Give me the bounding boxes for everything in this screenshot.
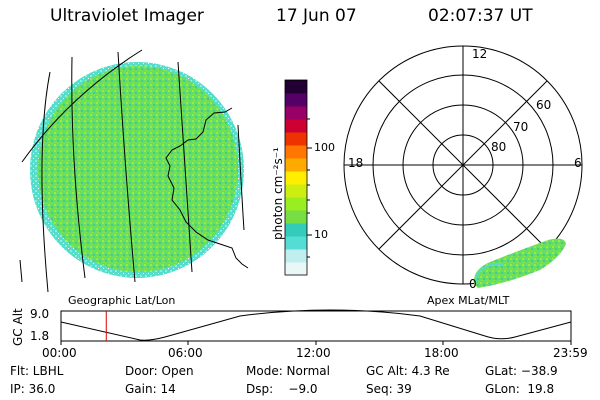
status-filter: Flt: LBHL — [10, 364, 64, 378]
colorbar-segment — [285, 236, 307, 250]
altitude-xtick-3: 18:00 — [424, 346, 459, 360]
colorbar-segment — [285, 249, 307, 263]
altitude-plot-frame — [60, 310, 572, 342]
left-panel-caption: Geographic Lat/Lon — [68, 294, 176, 307]
status-door: Door: Open — [125, 364, 194, 378]
mlat-label-70: 70 — [513, 120, 529, 134]
longitude-line — [71, 56, 86, 279]
colorbar-segment — [285, 223, 307, 237]
mlat-label-80: 80 — [491, 140, 507, 154]
colorbar-tick-100: 100 — [314, 141, 335, 154]
geographic-image — [30, 62, 244, 278]
auroral-oval-patch — [473, 238, 566, 288]
mlat-label-60: 60 — [536, 98, 552, 112]
colorbar — [285, 80, 307, 276]
altitude-xtick-4: 23:59 — [553, 346, 588, 360]
colorbar-segment — [285, 106, 307, 120]
latitude-line — [21, 49, 143, 163]
altitude-ytick-1-8: 1.8 — [30, 329, 50, 343]
altitude-xtick-1: 06:00 — [168, 346, 203, 360]
colorbar-segment — [285, 262, 307, 276]
polar-diagonal — [378, 80, 548, 250]
altitude-xticks — [60, 341, 572, 345]
altitude-xtick-2: 12:00 — [296, 346, 331, 360]
longitude-line — [237, 124, 245, 231]
colorbar-frame — [284, 79, 308, 276]
mlt-label-12: 12 — [472, 47, 488, 61]
colorbar-segment — [285, 119, 307, 133]
colorbar-ticks — [307, 118, 312, 258]
status-gc-alt: GC Alt: 4.3 Re — [366, 364, 450, 378]
colorbar-segment — [285, 132, 307, 146]
status-glat: GLat: −38.9 — [485, 364, 558, 378]
status-seq: Seq: 39 — [366, 382, 412, 396]
image-core — [38, 66, 238, 272]
longitude-line — [19, 259, 23, 283]
time-label: 02:07:37 UT — [428, 6, 533, 26]
polar-plot — [343, 45, 583, 288]
status-ip: IP: 36.0 — [10, 382, 56, 396]
status-dsp: Dsp: −9.0 — [246, 382, 318, 396]
instrument-title: Ultraviolet Imager — [50, 6, 204, 26]
geographic-grid — [19, 49, 245, 293]
colorbar-segment — [285, 197, 307, 211]
colorbar-segment — [285, 210, 307, 224]
right-panel-caption: Apex MLat/MLT — [427, 294, 510, 307]
mlt-label-18: 18 — [348, 156, 364, 170]
colorbar-segment — [285, 93, 307, 107]
mlt-label-6: 6 — [574, 156, 582, 170]
colorbar-segment — [285, 80, 307, 94]
colorbar-segment — [285, 158, 307, 172]
altitude-ytick-9: 9.0 — [30, 307, 50, 321]
colorbar-segment — [285, 145, 307, 159]
status-glon: GLon: 19.8 — [485, 382, 555, 396]
coastline — [165, 107, 249, 269]
colorbar-label: photon cm⁻²s⁻¹ — [271, 147, 285, 240]
status-gain: Gain: 14 — [125, 382, 176, 396]
date-label: 17 Jun 07 — [276, 6, 357, 26]
colorbar-segment — [285, 171, 307, 185]
longitude-line — [41, 71, 51, 293]
longitude-line — [177, 61, 193, 273]
altitude-xtick-0: 00:00 — [42, 346, 77, 360]
colorbar-tick-10: 10 — [314, 228, 328, 241]
mlt-label-0: 0 — [469, 277, 477, 291]
altitude-ylabel: GC Alt — [11, 308, 25, 346]
colorbar-segment — [285, 184, 307, 198]
altitude-curve — [60, 309, 572, 341]
status-mode: Mode: Normal — [246, 364, 330, 378]
altitude-plot — [60, 309, 572, 345]
longitude-line — [117, 51, 136, 283]
auroral-oval-edge — [474, 263, 505, 283]
